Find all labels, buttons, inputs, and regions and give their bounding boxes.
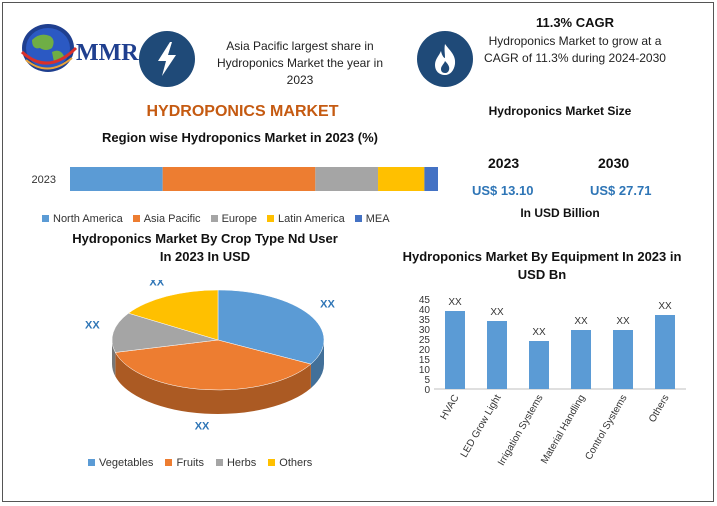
x-category-label: LED Grow Light	[459, 393, 504, 460]
equipment-chart-title: Hydroponics Market By Equipment In 2023 …	[402, 249, 682, 282]
legend-swatch	[165, 459, 173, 466]
legend-label: Vegetables	[99, 457, 154, 469]
equipment-bar	[655, 315, 675, 389]
y-tick-label: 35	[419, 315, 431, 326]
bar-data-label: XX	[658, 301, 672, 312]
y-tick-label: 40	[419, 305, 431, 316]
market-size-year-2023: 2023	[488, 155, 520, 171]
x-category-label: Control Systems	[583, 393, 629, 462]
y-tick-label: 45	[419, 295, 431, 306]
region-legend: North America Asia Pacific Europe Latin Ame…	[42, 209, 442, 225]
pie-data-label: XX	[149, 280, 164, 288]
pie-slice-fruits	[114, 339, 312, 391]
legend-label: North America	[53, 213, 123, 225]
region-bar-segment	[378, 167, 425, 191]
x-category-label: Irrigation Systems	[496, 393, 546, 468]
legend-item: Europe	[210, 213, 258, 225]
market-size-unit: In USD Billion	[520, 206, 600, 220]
legend-item: Vegetables	[88, 457, 153, 469]
cagr-text: Hydroponics Market to grow at a CAGR of …	[484, 34, 666, 65]
legend-item: Asia Pacific	[132, 213, 201, 225]
equipment-bar	[445, 311, 465, 389]
legend-swatch	[267, 215, 275, 222]
legend-label: Others	[279, 457, 313, 469]
region-chart-title: Region wise Hydroponics Market in 2023 (…	[102, 130, 378, 145]
region-bar-segment	[162, 167, 316, 191]
legend-item: Others	[268, 457, 312, 469]
x-category-label: HVAC	[439, 393, 462, 422]
cagr-title: 11.3% CAGR	[535, 15, 615, 30]
main-title: HYDROPONICS MARKET	[146, 103, 339, 120]
crop-chart-title: Hydroponics Market By Crop Type Nd User …	[72, 231, 338, 264]
pie-slice-herbs	[111, 312, 219, 353]
legend-swatch	[268, 459, 276, 466]
pie-slice-side	[310, 340, 324, 389]
legend-label: Fruits	[176, 457, 204, 469]
bar-data-label: XX	[616, 316, 630, 327]
legend-swatch	[132, 215, 140, 222]
mmr-logo: MMR	[18, 18, 139, 80]
pie-data-label: XX	[85, 320, 100, 332]
x-category-label: Others	[647, 393, 672, 424]
legend-swatch	[88, 459, 95, 466]
logo-text: MMR	[76, 40, 139, 66]
x-category-label: Material Handling	[539, 393, 587, 466]
market-size-value-2023: US$ 13.10	[472, 183, 534, 198]
crop-pie-chart: XX XX XX XX	[85, 280, 335, 433]
legend-label: Herbs	[226, 457, 257, 469]
region-bar-segment	[70, 167, 163, 191]
legend-label: Asia Pacific	[143, 213, 201, 225]
y-tick-label: 0	[424, 385, 430, 396]
legend-item: North America	[42, 213, 123, 225]
market-size-title: Hydroponics Market Size	[488, 104, 632, 118]
share-highlight-text: Asia Pacific largest share in Hydroponic…	[216, 39, 384, 87]
pie-slice-side	[115, 352, 311, 414]
legend-swatch	[354, 215, 362, 222]
lightning-icon	[139, 31, 195, 87]
y-tick-label: 10	[419, 365, 431, 376]
pie-slice-side	[112, 340, 116, 377]
y-tick-label: 30	[419, 325, 431, 336]
bar-data-label: XX	[574, 316, 588, 327]
legend-item: Herbs	[215, 457, 257, 469]
region-category-label: 2023	[32, 174, 56, 186]
equipment-bar	[571, 330, 591, 389]
legend-label: MEA	[365, 213, 390, 225]
globe-icon	[20, 24, 78, 72]
region-bar-segment	[315, 167, 379, 191]
y-tick-label: 20	[419, 345, 431, 356]
equipment-bar	[613, 330, 633, 389]
flame-icon	[417, 31, 473, 87]
legend-swatch	[210, 215, 218, 222]
legend-label: Latin America	[278, 213, 345, 225]
region-stacked-bar-chart: 2023	[32, 167, 438, 191]
bar-data-label: XX	[490, 307, 504, 318]
legend-item: Fruits	[165, 457, 204, 469]
legend-swatch	[215, 459, 223, 466]
pie-data-label: XX	[195, 421, 210, 433]
y-tick-label: 15	[419, 355, 431, 366]
legend-swatch	[42, 215, 49, 222]
y-tick-label: 5	[424, 375, 430, 386]
legend-label: Europe	[221, 213, 258, 225]
pie-data-label: XX	[320, 298, 335, 310]
region-bar-segment	[424, 167, 438, 191]
market-size-value-2030: US$ 27.71	[590, 183, 652, 198]
legend-item: Latin America	[267, 213, 345, 225]
equipment-bar	[487, 321, 507, 389]
crop-legend: Vegetables Fruits Herbs Others	[88, 453, 378, 469]
bar-data-label: XX	[532, 327, 546, 338]
pie-slice-others	[127, 289, 219, 341]
y-tick-label: 25	[419, 335, 431, 346]
bar-data-label: XX	[448, 297, 462, 308]
equipment-bar	[529, 341, 549, 389]
pie-slice-vegetables	[217, 289, 325, 365]
legend-item: MEA	[354, 213, 390, 225]
market-size-year-2030: 2030	[598, 155, 630, 171]
